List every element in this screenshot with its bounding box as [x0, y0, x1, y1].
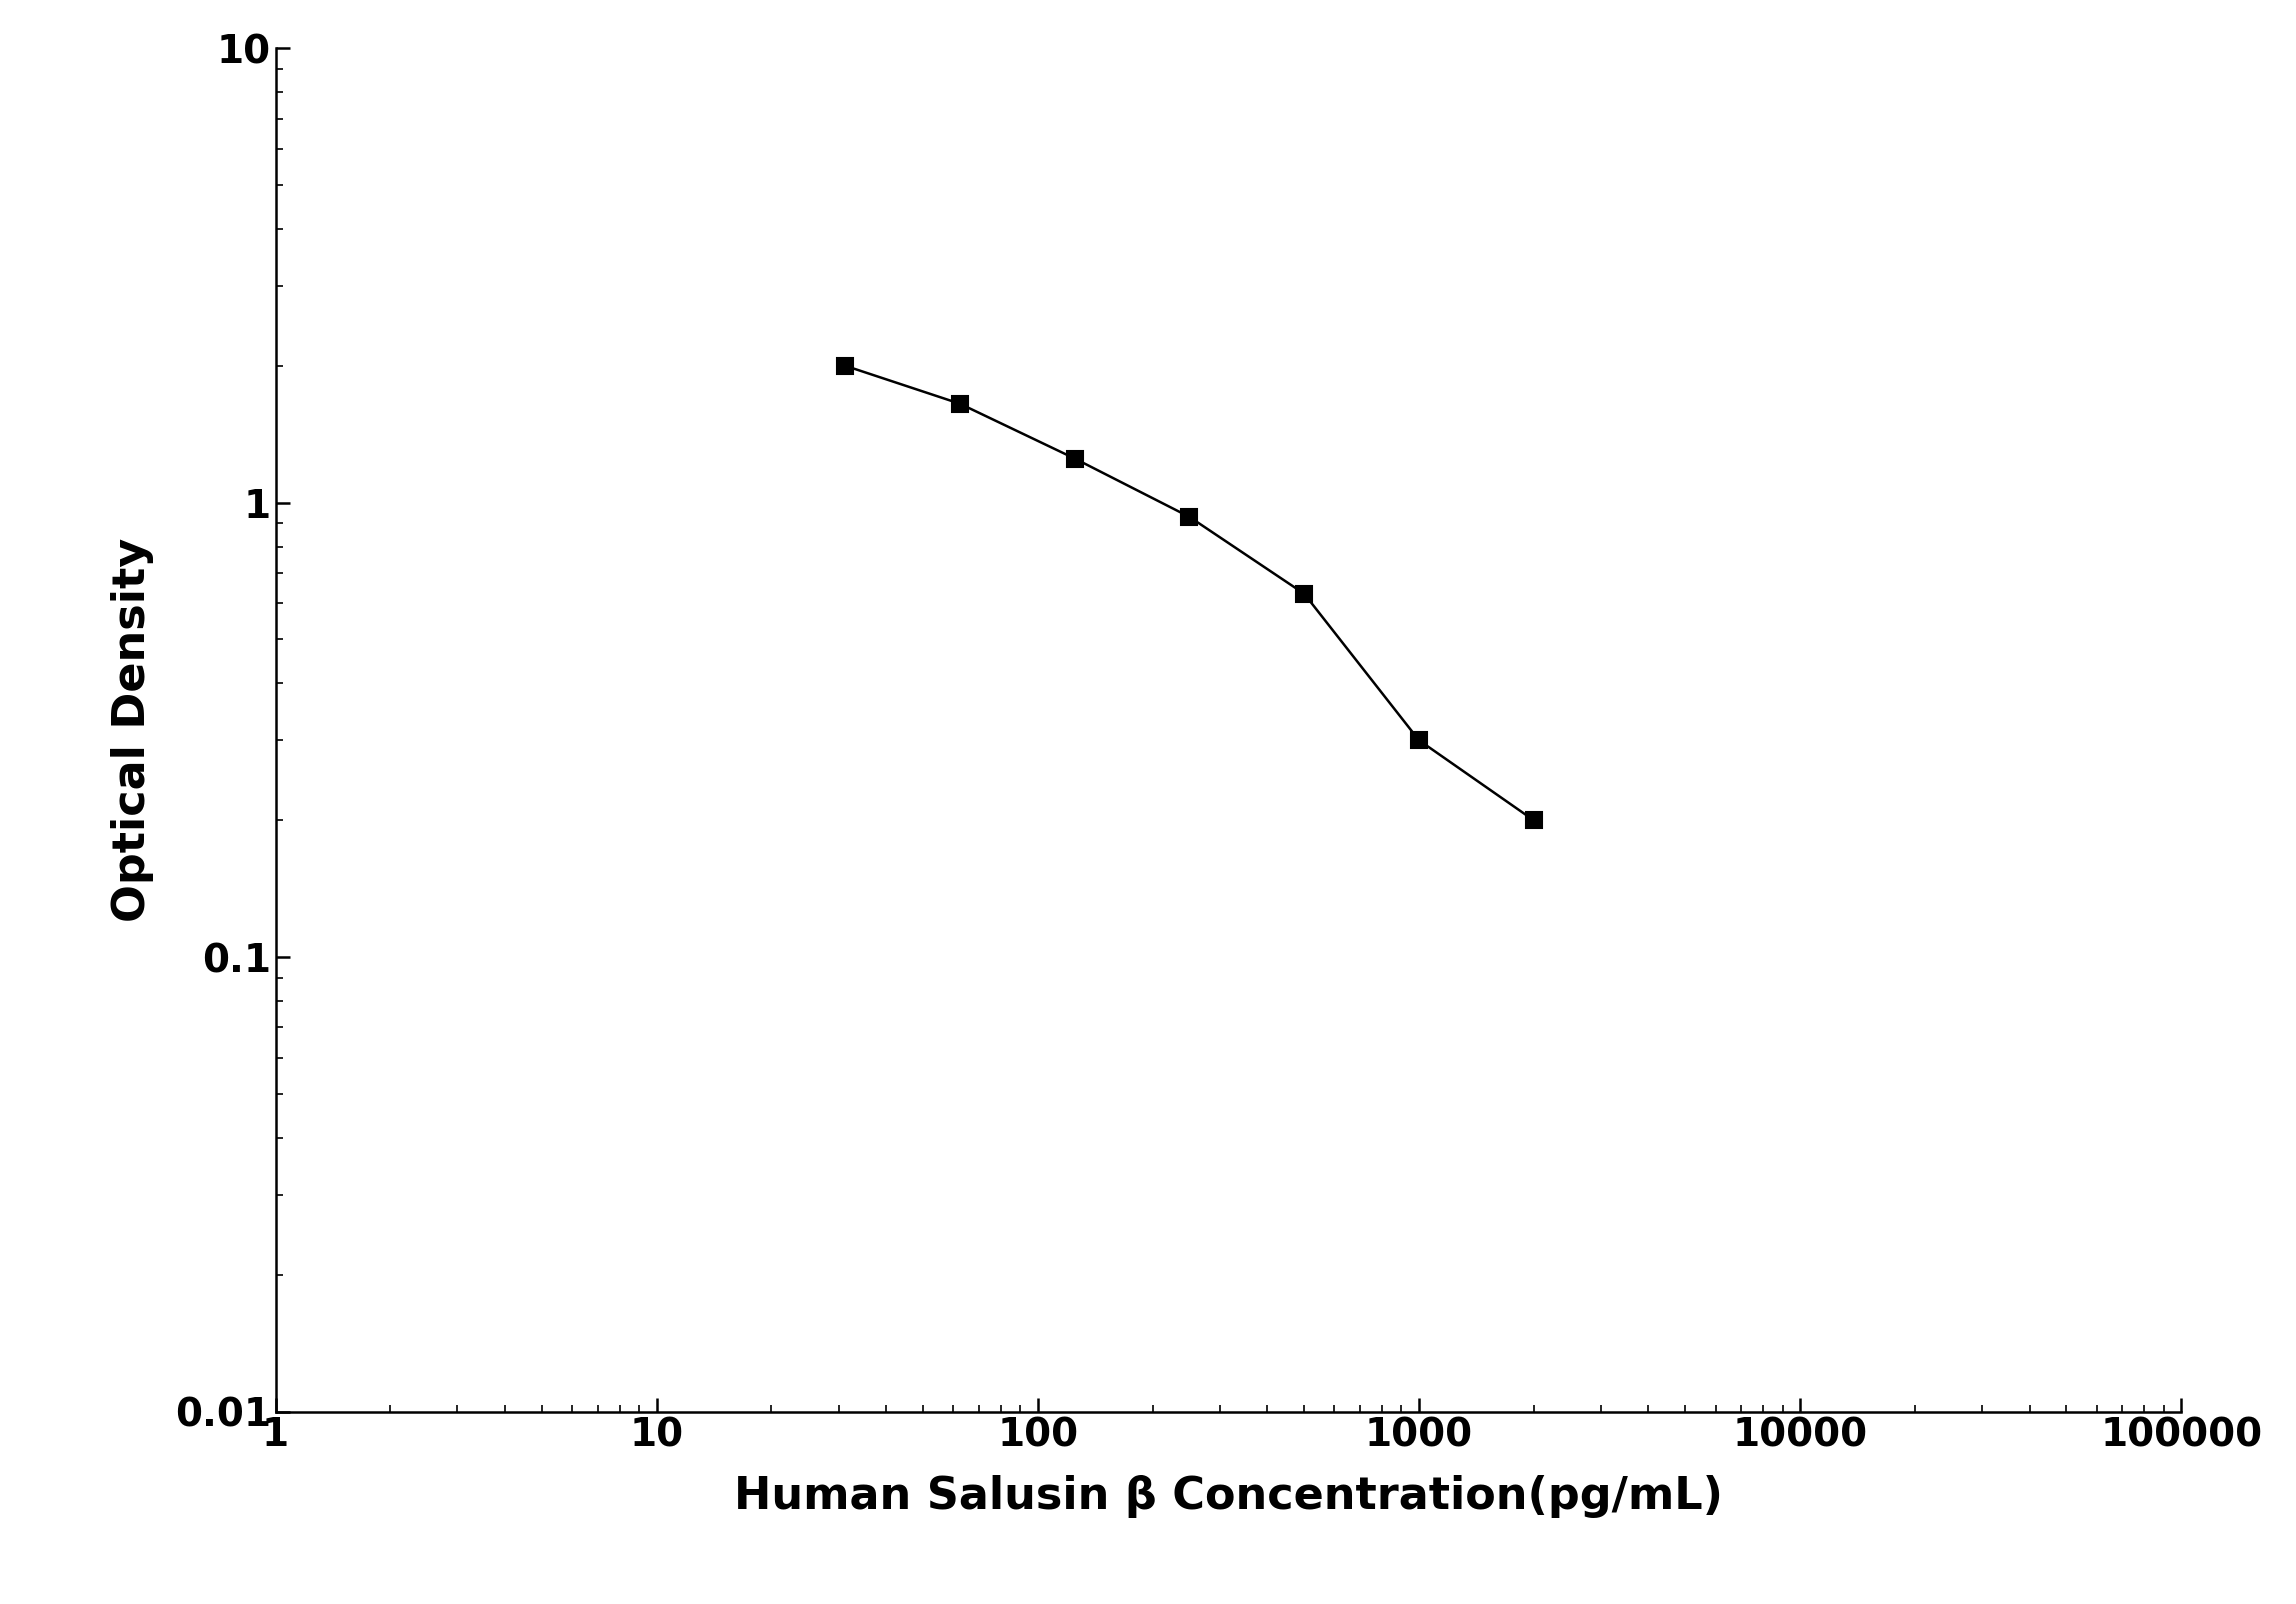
X-axis label: Human Salusin β Concentration(pg/mL): Human Salusin β Concentration(pg/mL) [735, 1476, 1722, 1519]
Y-axis label: Optical Density: Optical Density [110, 537, 154, 922]
